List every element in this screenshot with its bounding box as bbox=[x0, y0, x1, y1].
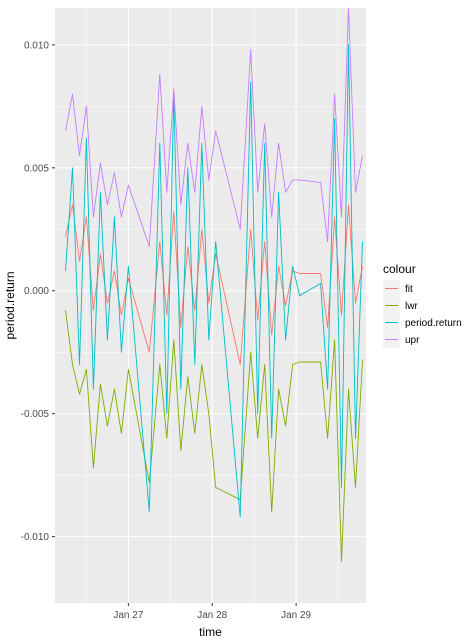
x-tick-label: Jan 28 bbox=[197, 610, 227, 621]
legend-label-fit: fit bbox=[405, 284, 413, 295]
y-axis: 0.010 0.005 0.000 -0.005 -0.010 bbox=[21, 40, 55, 543]
y-tick-label: 0.005 bbox=[24, 163, 49, 174]
major-gridlines bbox=[55, 8, 366, 603]
series-line-fit bbox=[65, 204, 363, 365]
x-tick-label: Jan 29 bbox=[281, 610, 311, 621]
y-tick-label: 0.010 bbox=[24, 40, 49, 51]
series-line-period-return bbox=[65, 44, 363, 518]
legend-label-upr: upr bbox=[405, 335, 420, 346]
series-line-lwr bbox=[65, 310, 363, 562]
legend-title: colour bbox=[383, 262, 416, 276]
series-lines bbox=[65, 7, 363, 562]
y-tick-label: -0.010 bbox=[21, 532, 50, 543]
x-axis-title: time bbox=[199, 625, 222, 639]
legend-label-lwr: lwr bbox=[405, 301, 418, 312]
legend-label-period-return: period.return bbox=[405, 318, 462, 329]
x-axis: Jan 27 Jan 28 Jan 29 bbox=[113, 603, 312, 621]
series-line-upr bbox=[65, 7, 363, 247]
y-axis-title: period.return bbox=[3, 271, 17, 339]
y-tick-label: 0.000 bbox=[24, 286, 49, 297]
y-tick-label: -0.005 bbox=[21, 409, 50, 420]
x-tick-label: Jan 27 bbox=[113, 610, 143, 621]
legend: colour fit lwr period.return upr bbox=[383, 262, 462, 348]
plot-panel bbox=[55, 8, 366, 603]
